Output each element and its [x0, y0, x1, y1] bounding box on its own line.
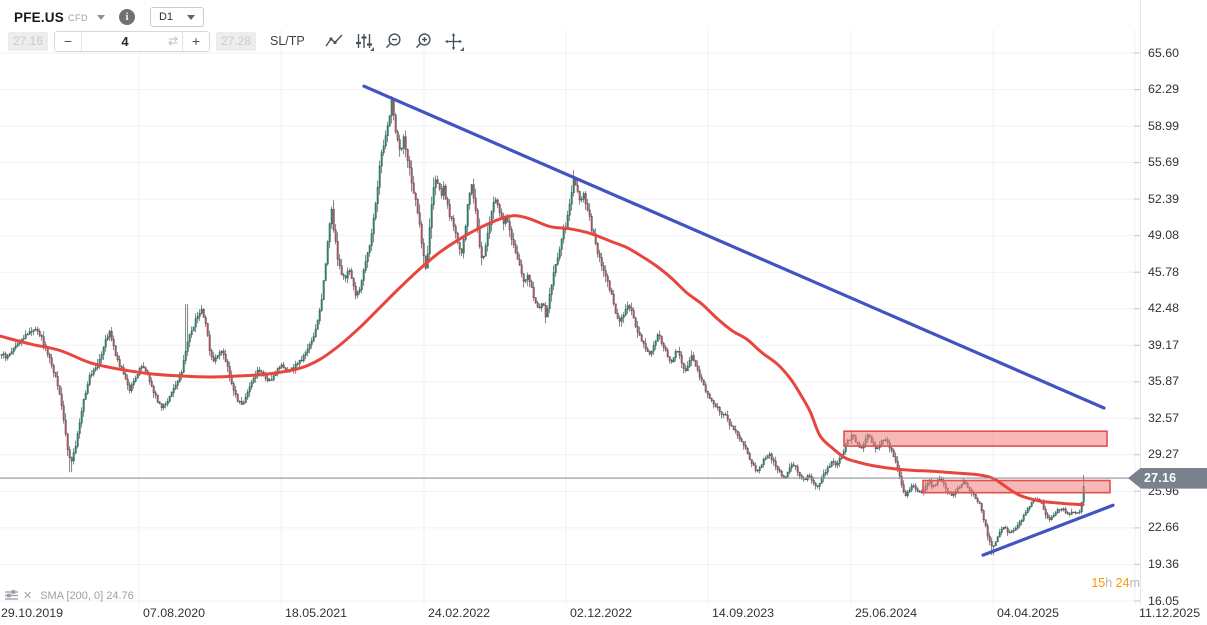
stepper-divider — [182, 31, 183, 51]
price-axis-label: 49.08 — [1148, 228, 1180, 243]
info-icon[interactable]: i — [118, 9, 135, 25]
quantity-field-wrap: ⇄ — [82, 32, 182, 51]
price-axis-label: 62.29 — [1148, 82, 1180, 97]
chart-type-icon[interactable] — [324, 31, 344, 51]
time-axis-label: 14.09.2023 — [712, 606, 775, 620]
current-price-value: 27.16 — [1144, 471, 1177, 486]
indicator-legend: ✕ SMA [200, 0] 24.76 — [5, 589, 134, 602]
price-axis-border — [1140, 0, 1141, 605]
price-axis-label: 52.39 — [1148, 191, 1180, 206]
sltp-button[interactable]: SL/TP — [270, 34, 305, 48]
time-axis-label: 25.06.2024 — [855, 606, 918, 620]
price-axis-label: 39.17 — [1148, 337, 1180, 352]
quantity-stepper: − ⇄ + — [54, 30, 210, 52]
time-axis-label: 29.10.2019 — [1, 606, 64, 620]
timeframe-value: D1 — [158, 11, 174, 23]
stepper-divider — [81, 31, 82, 51]
price-axis-ticks — [1134, 52, 1140, 602]
quantity-input[interactable] — [82, 33, 182, 49]
candle-countdown: 15h 24m — [1040, 576, 1140, 590]
resistance-zone-lower — [922, 479, 1111, 494]
pan-move-icon[interactable] — [444, 31, 464, 51]
price-axis-label: 16.05 — [1148, 593, 1180, 608]
price-axis-label: 32.57 — [1148, 410, 1180, 425]
grid-lines — [0, 30, 1140, 605]
countdown-minutes-unit: m — [1129, 576, 1140, 590]
indicators-icon[interactable] — [354, 31, 374, 51]
sma-200-line — [0, 214, 1085, 507]
price-axis-label: 29.27 — [1148, 447, 1180, 462]
price-axis-label: 19.36 — [1148, 556, 1180, 571]
indicator-label: SMA [200, 0] 24.76 — [40, 589, 134, 602]
refresh-quantity-icon[interactable]: ⇄ — [167, 33, 178, 48]
time-axis-label: 18.05.2021 — [285, 606, 348, 620]
quantity-decrease-button[interactable]: − — [55, 31, 81, 51]
sma-indicator — [0, 214, 1085, 507]
price-axis-label: 22.66 — [1148, 520, 1180, 535]
price-axis-label: 42.48 — [1148, 301, 1180, 316]
quantity-increase-button[interactable]: + — [183, 31, 209, 51]
price-axis-label: 35.87 — [1148, 374, 1180, 389]
time-axis-label: 07.08.2020 — [143, 606, 206, 620]
countdown-hours: 15 — [1091, 576, 1106, 590]
time-axis-label: 24.02.2022 — [428, 606, 491, 620]
countdown-minutes: 24 — [1115, 576, 1130, 590]
trendlines — [362, 84, 1115, 557]
resistance-zone-upper — [843, 430, 1108, 447]
price-axis-label: 55.69 — [1148, 155, 1180, 170]
symbol-dropdown-caret-icon[interactable] — [96, 14, 105, 20]
zoom-in-icon[interactable] — [414, 31, 434, 51]
remove-indicator-icon[interactable]: ✕ — [23, 590, 33, 602]
descending-resistance-line — [362, 84, 1106, 410]
price-axis-label: 58.99 — [1148, 118, 1180, 133]
market-type-label: CFD — [67, 13, 88, 23]
zoom-out-icon[interactable] — [384, 31, 404, 51]
price-axis-label: 65.60 — [1148, 45, 1180, 60]
instrument-header: PFE.US CFD i D1 — [14, 7, 205, 27]
symbol-name: PFE.US — [14, 9, 64, 25]
time-axis-label: 04.04.2025 — [997, 606, 1060, 620]
buy-price-button[interactable]: 27.28 — [216, 31, 256, 51]
indicators-menu-caret — [369, 47, 374, 51]
chart-toolbar — [319, 31, 469, 51]
current-price-tag: 27.16 — [1128, 467, 1207, 489]
time-axis-label: 11.12.2025 — [1139, 606, 1201, 620]
sell-price-button[interactable]: 27.16 — [8, 31, 48, 51]
ascending-support-line — [981, 503, 1115, 557]
price-axis-label: 45.78 — [1148, 264, 1180, 279]
timeframe-caret-icon — [187, 14, 196, 20]
countdown-hours-unit: h — [1105, 576, 1113, 590]
timeframe-select[interactable]: D1 — [149, 7, 205, 27]
price-zones — [843, 430, 1111, 494]
time-axis-label: 02.12.2022 — [570, 606, 633, 620]
order-panel: 27.16 − ⇄ + 27.28 SL/TP — [8, 30, 469, 52]
pan-menu-caret — [459, 47, 464, 51]
indicator-settings-icon[interactable] — [5, 590, 18, 601]
